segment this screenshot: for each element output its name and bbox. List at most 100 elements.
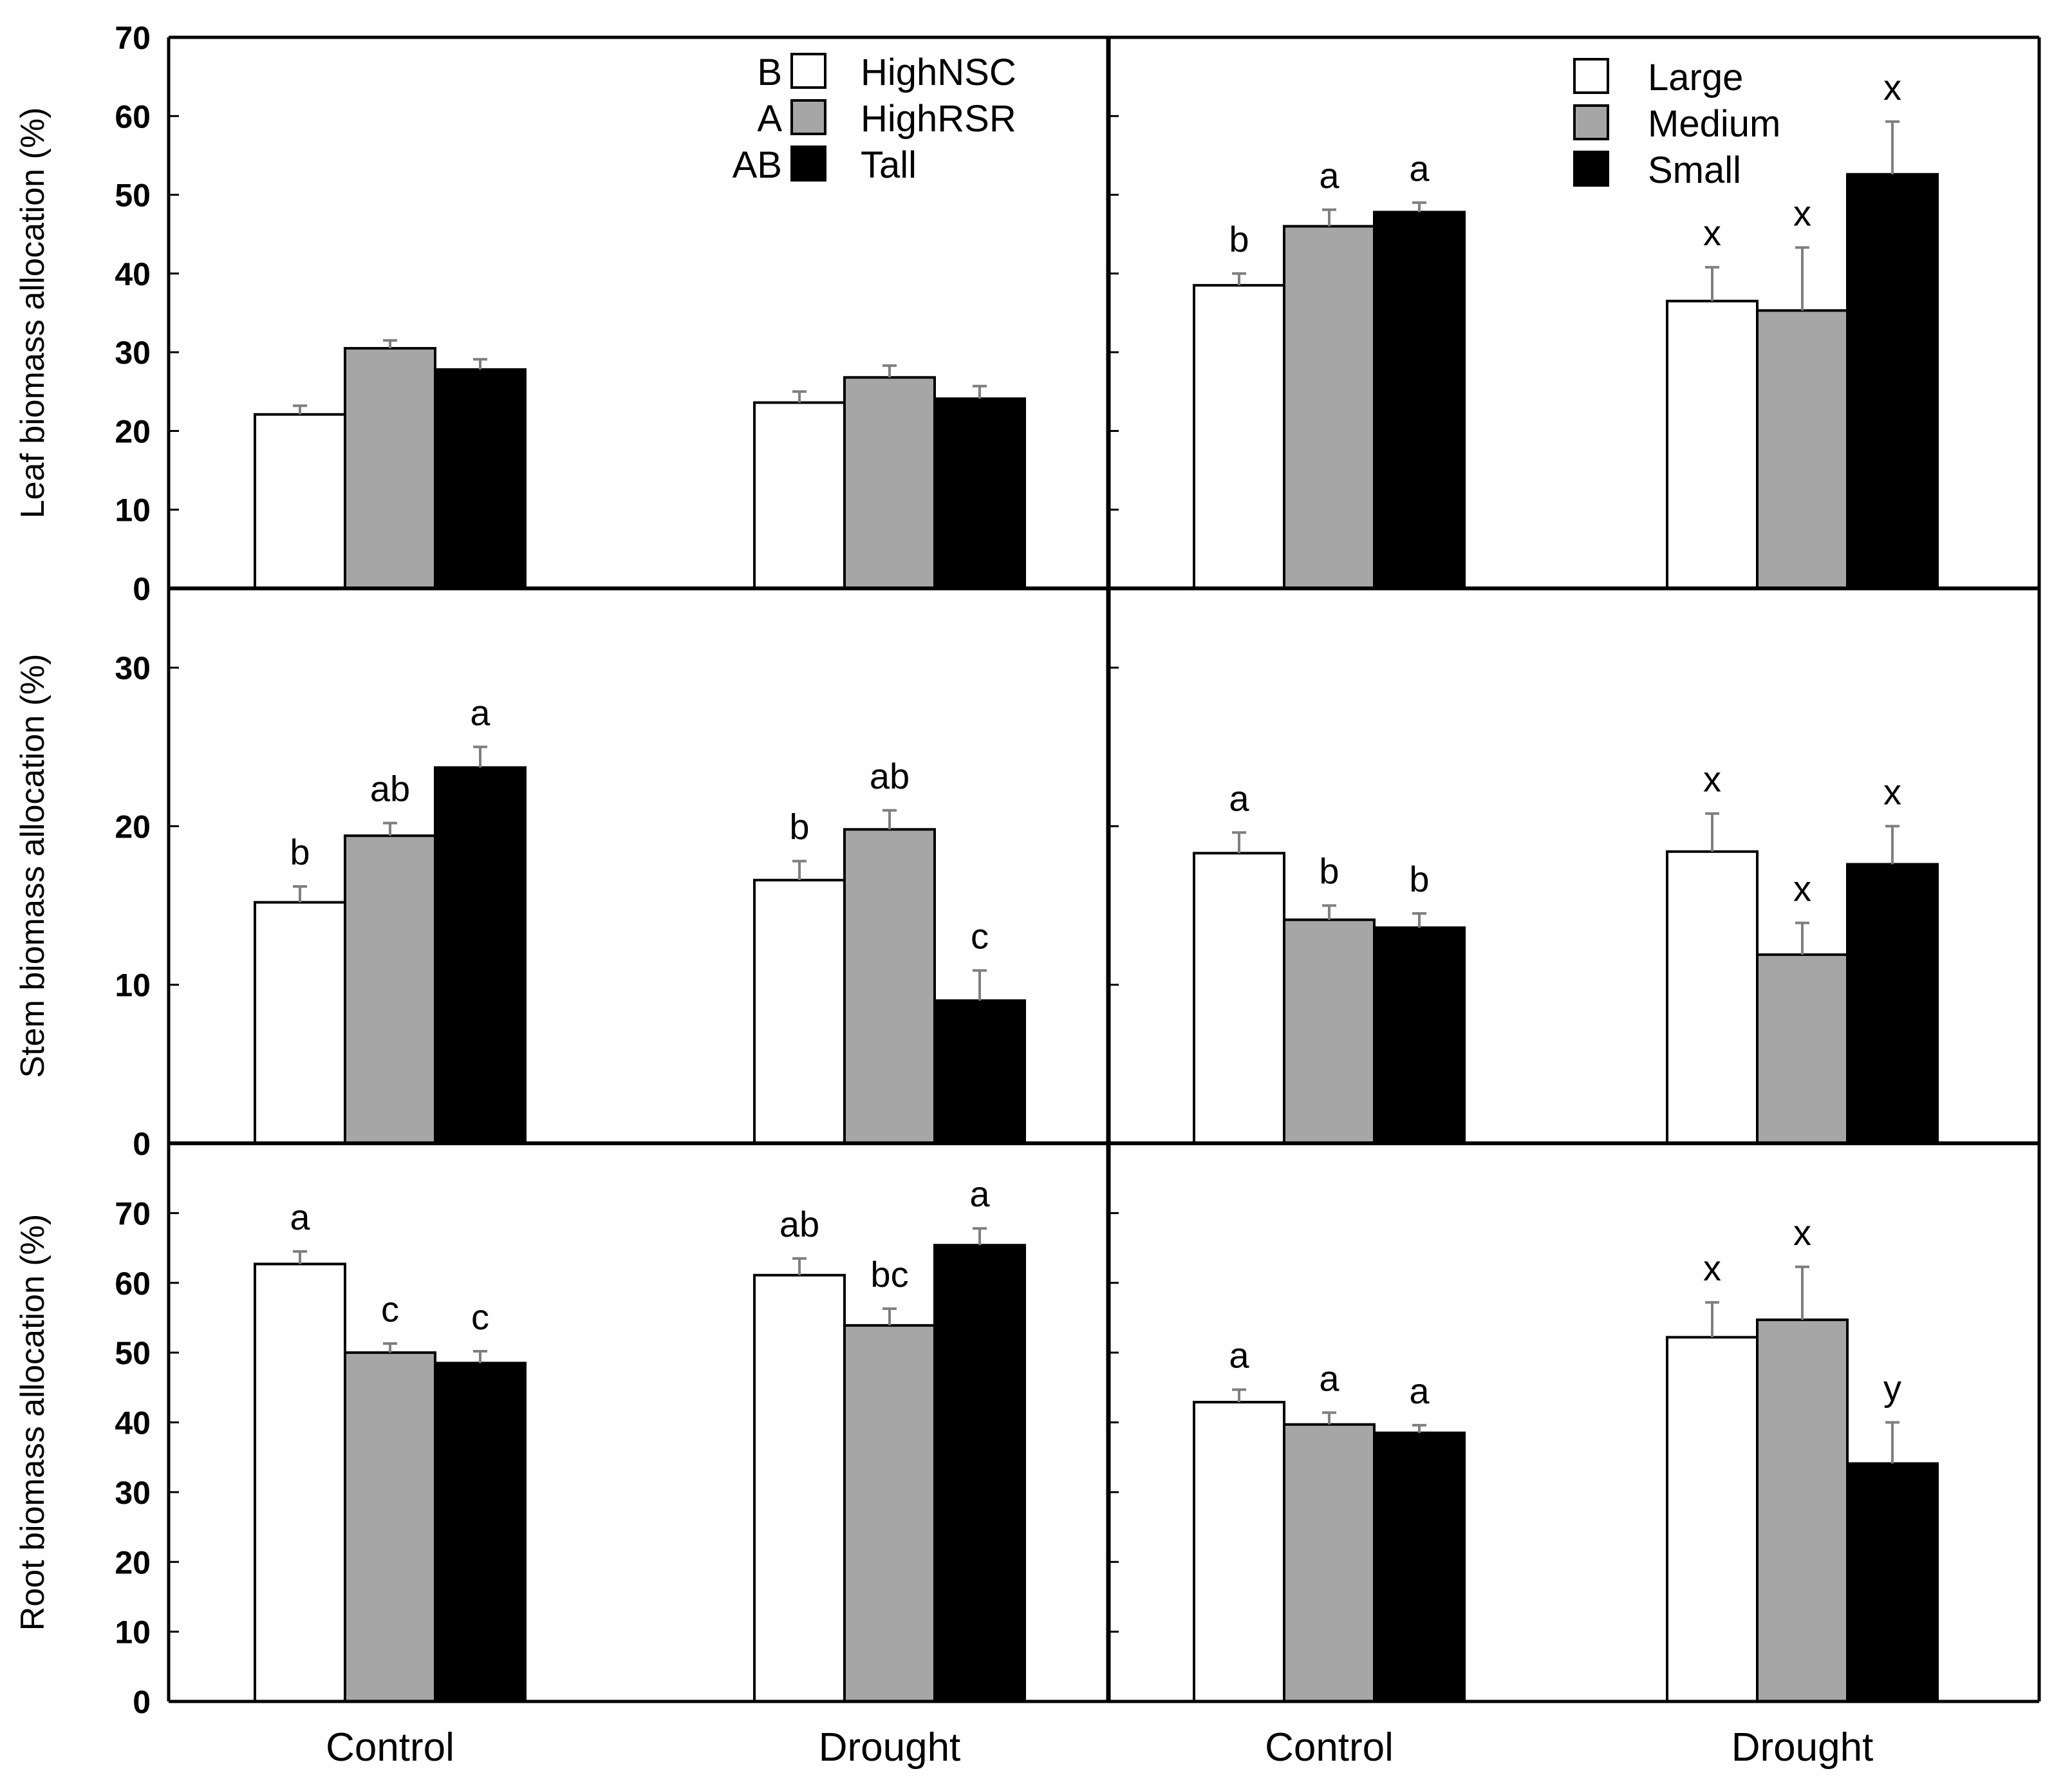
bar-tall-control <box>434 368 527 590</box>
bar-highrsr-control <box>344 1351 436 1703</box>
significance-letter: b <box>1409 859 1429 899</box>
significance-letter: ab <box>779 1204 819 1244</box>
y-tick-label: 0 <box>133 571 151 607</box>
bar-medium-control <box>1283 918 1376 1145</box>
legend-swatch-tall <box>790 145 826 182</box>
legend-label-highrsr: HighRSR <box>861 98 1016 140</box>
bar-large-control <box>1193 1401 1285 1703</box>
bar-large-drought <box>1666 1336 1759 1703</box>
significance-letter: a <box>290 1197 310 1237</box>
y-tick-label: 20 <box>115 1544 151 1580</box>
significance-letter: bc <box>870 1254 908 1295</box>
y-axis-label: Stem biomass allocation (%) <box>14 654 51 1078</box>
x-category-label-drought: Drought <box>1731 1725 1874 1770</box>
y-tick-label: 30 <box>115 650 151 686</box>
legend-group-letter: AB <box>733 144 782 186</box>
bar-highrsr-drought <box>843 828 936 1145</box>
y-tick-label: 20 <box>115 413 151 449</box>
panel-root-right: a a a x x y <box>1108 1212 1939 1703</box>
x-category-label-control: Control <box>326 1725 454 1770</box>
significance-letter: x <box>1883 67 1901 108</box>
bar-medium-drought <box>1756 953 1849 1145</box>
bar-medium-drought <box>1756 309 1849 590</box>
y-tick-label: 10 <box>115 968 151 1004</box>
y-tick-label: 30 <box>115 1475 151 1511</box>
significance-letter: x <box>1703 759 1721 800</box>
bar-medium-control <box>1283 1423 1376 1703</box>
y-tick-label: 30 <box>115 335 151 371</box>
significance-letter: b <box>1319 851 1339 892</box>
y-tick-label: 60 <box>115 98 151 135</box>
significance-letter: c <box>471 1297 489 1337</box>
bar-tall-control <box>434 1362 527 1703</box>
legend-group-letter: B <box>757 52 782 93</box>
significance-letter: a <box>470 692 490 733</box>
x-category-label-control: Control <box>1265 1725 1394 1770</box>
bar-medium-drought <box>1756 1318 1849 1703</box>
legend-swatch-medium <box>1573 104 1609 140</box>
bar-large-control <box>1193 284 1285 590</box>
x-category-label-drought: Drought <box>819 1725 961 1770</box>
bar-highnsc-drought <box>753 879 846 1145</box>
y-axis-label: Root biomass allocation (%) <box>14 1214 51 1631</box>
bar-tall-drought <box>933 397 1026 590</box>
bar-medium-control <box>1283 225 1376 590</box>
legend-swatch-highnsc <box>790 53 826 89</box>
significance-letter: b <box>789 807 809 847</box>
bar-tall-drought <box>933 999 1026 1145</box>
bar-small-drought <box>1846 1462 1939 1703</box>
legend-label-highnsc: HighNSC <box>861 52 1016 93</box>
bar-highnsc-control <box>254 901 346 1145</box>
legend-leaf-left: HighNSC B HighRSR A Tall AB <box>733 52 1016 186</box>
legend-group-letter: A <box>757 98 782 140</box>
significance-letter: c <box>381 1289 399 1329</box>
y-tick-label: 50 <box>115 1335 151 1371</box>
significance-letter: y <box>1883 1368 1901 1409</box>
panel-leaf-left: 0 10 20 30 40 50 60 70 Leaf biomass allocation (… <box>14 20 1026 607</box>
y-tick-label: 10 <box>115 1615 151 1651</box>
legend-label-large: Large <box>1648 57 1743 98</box>
bar-highnsc-control <box>254 413 346 590</box>
bar-large-control <box>1193 852 1285 1145</box>
significance-letter: x <box>1793 1212 1811 1253</box>
panel-stem-right: a b b x x x <box>1108 666 1939 1145</box>
bar-small-control <box>1373 1431 1466 1703</box>
bar-highrsr-control <box>344 834 436 1145</box>
bar-highnsc-control <box>254 1262 346 1703</box>
bar-highrsr-drought <box>843 376 936 590</box>
y-tick-label: 10 <box>115 492 151 529</box>
y-tick-label: 40 <box>115 256 151 292</box>
significance-letter: a <box>1409 1371 1430 1411</box>
panel-frames <box>167 35 2041 1703</box>
significance-letter: a <box>1319 1358 1339 1398</box>
y-tick-label: 60 <box>115 1266 151 1302</box>
bar-small-drought <box>1846 173 1939 590</box>
significance-letter: a <box>1229 1335 1249 1376</box>
y-tick-label: 50 <box>115 178 151 214</box>
legend-label-tall: Tall <box>861 144 917 186</box>
legend-label-small: Small <box>1648 149 1741 191</box>
significance-letter: ab <box>870 756 910 796</box>
bar-tall-control <box>434 766 527 1145</box>
bar-tall-drought <box>933 1244 1026 1703</box>
significance-letter: x <box>1793 193 1811 234</box>
significance-letter: c <box>971 916 989 957</box>
y-tick-label: 70 <box>115 20 151 56</box>
significance-letter: x <box>1703 212 1721 253</box>
y-axis-label: Leaf biomass allocation (%) <box>14 108 51 519</box>
legend-swatch-highrsr <box>790 99 826 135</box>
significance-letter: a <box>969 1174 990 1214</box>
y-tick-label: 40 <box>115 1405 151 1441</box>
legend-label-medium: Medium <box>1648 103 1780 145</box>
legend-swatch-small <box>1573 151 1609 187</box>
y-tick-label: 70 <box>115 1195 151 1232</box>
bar-small-drought <box>1846 863 1939 1145</box>
significance-letter: x <box>1703 1248 1721 1288</box>
significance-letter: x <box>1883 771 1901 812</box>
significance-letter: ab <box>370 769 410 809</box>
bar-highrsr-control <box>344 347 436 590</box>
legend-swatch-large <box>1573 58 1609 94</box>
